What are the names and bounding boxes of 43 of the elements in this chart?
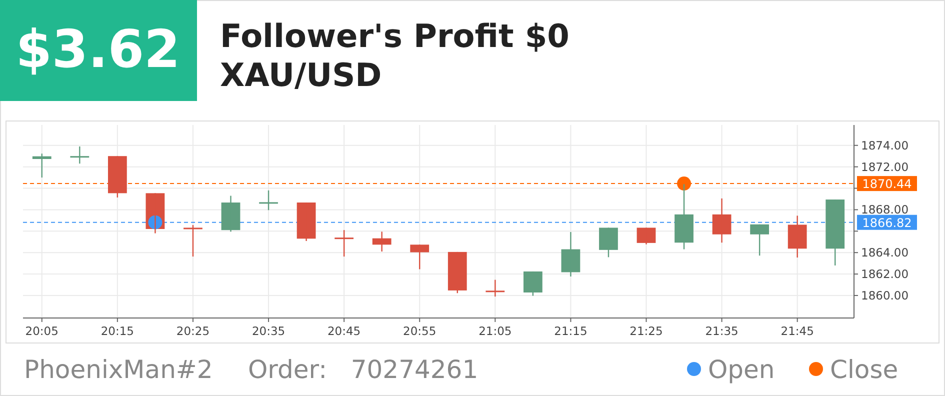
candlestick (712, 198, 732, 244)
y-tick-label: 1862.00 (861, 267, 909, 282)
x-tick-label: 20:25 (176, 324, 210, 338)
candlestick (636, 227, 656, 245)
ref-line-label: 1866.82 (862, 216, 912, 230)
x-tick-label: 21:15 (554, 324, 588, 338)
legend-label: Close (830, 355, 898, 384)
candlestick (448, 251, 467, 294)
text: Order: 70274261 (248, 355, 478, 384)
y-tick-label: 1864.00 (861, 246, 909, 260)
candlestick (221, 195, 240, 232)
candlestick (70, 146, 90, 164)
text: PhoenixMan#2 (24, 355, 213, 384)
x-tick-label: 21:35 (705, 324, 738, 338)
candlestick (184, 224, 202, 258)
candlestick (259, 190, 278, 211)
ref-line-label: 1870.44 (862, 177, 912, 192)
y-tick-label: 1874.00 (861, 138, 909, 152)
candlestick (334, 229, 354, 258)
y-tick-label: 1872.00 (861, 160, 909, 174)
candlestick (826, 198, 845, 266)
candlestick (108, 155, 127, 198)
x-tick-label: 21:25 (630, 324, 663, 338)
legend-label: Open (708, 355, 775, 384)
candlestick (750, 224, 770, 256)
candlestick (788, 215, 807, 258)
y-tick-label: 1868.00 (861, 202, 909, 217)
x-tick-label: 20:55 (403, 324, 436, 338)
candlestick (523, 270, 542, 296)
x-tick-label: 20:45 (327, 324, 361, 338)
x-tick-label: 21:05 (478, 324, 512, 338)
x-tick-label: 21:45 (780, 324, 814, 338)
x-tick-label: 20:05 (25, 324, 58, 338)
candlestick (599, 227, 618, 258)
candlestick (410, 244, 430, 270)
candlestick (486, 279, 505, 298)
candlestick (296, 202, 316, 242)
y-tick-label: 1860.00 (861, 288, 909, 302)
chart-title: Follower's Profit $0 (220, 17, 570, 55)
x-tick-label: 20:15 (100, 324, 134, 338)
text: $3.62 (16, 20, 180, 80)
x-tick-label: 20:35 (252, 324, 286, 338)
chart-subtitle: XAU/USD (220, 56, 382, 94)
